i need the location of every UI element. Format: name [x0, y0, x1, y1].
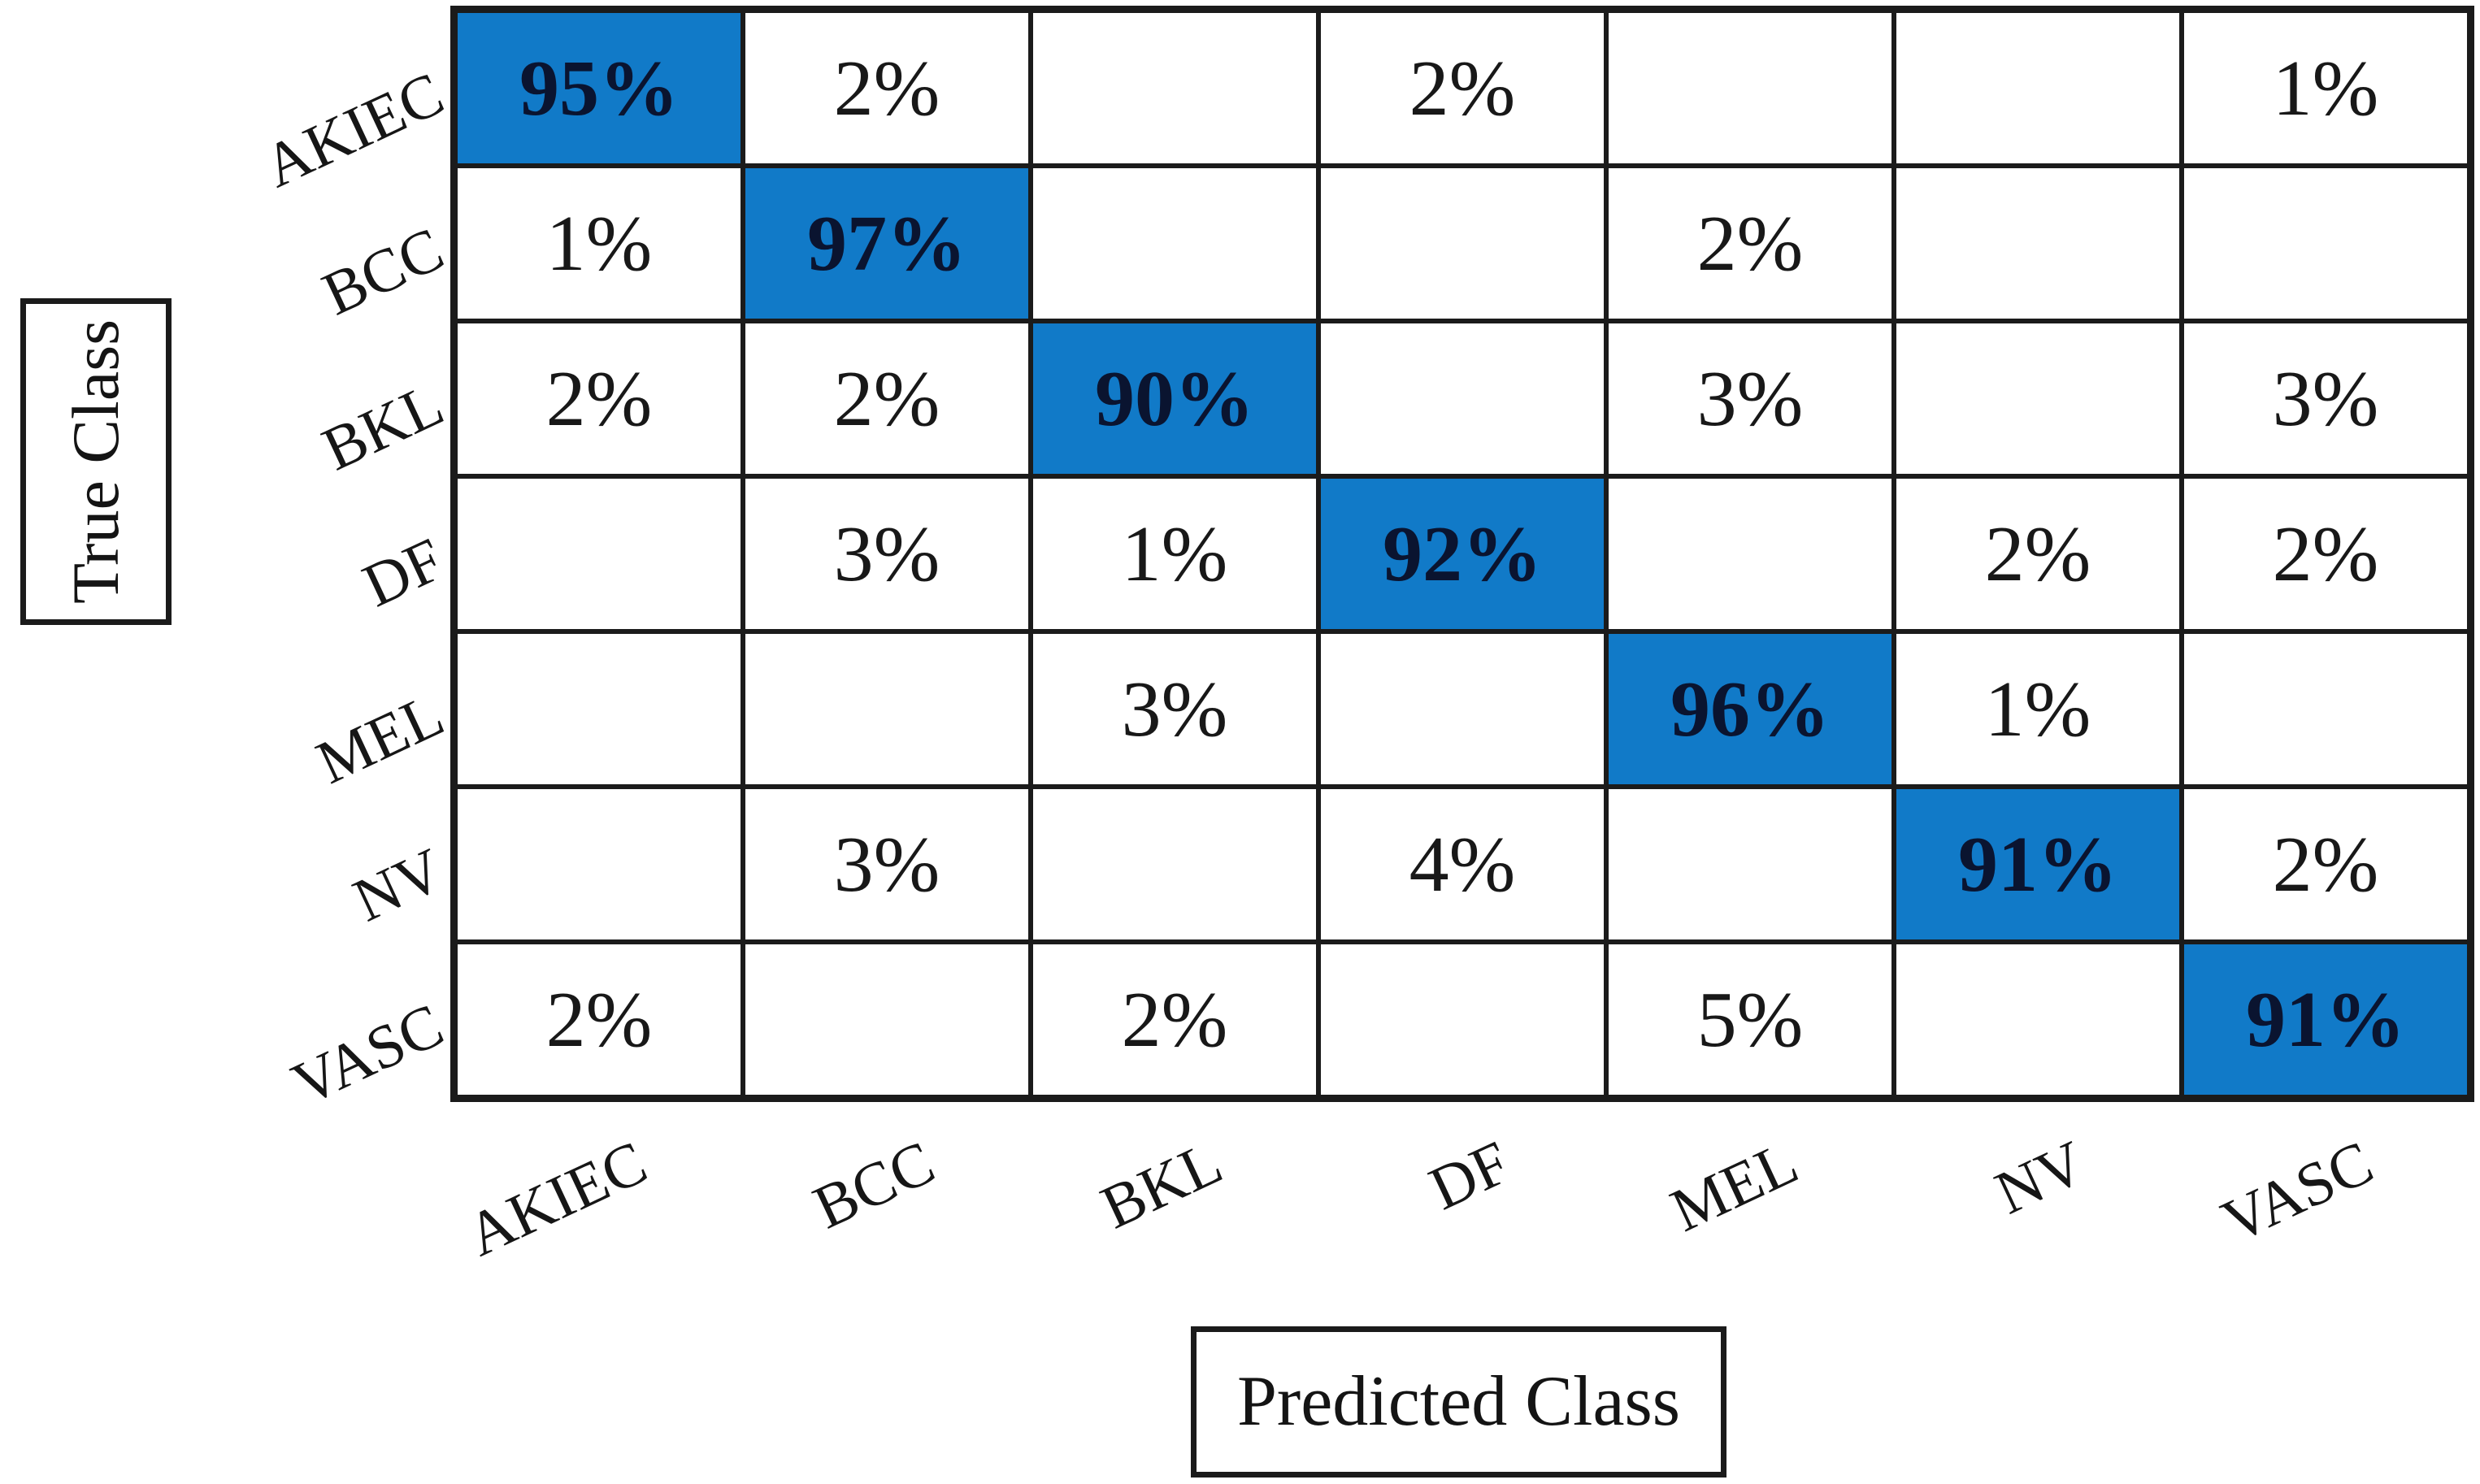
matrix-cell-vasc-bkl: 2% [1028, 939, 1321, 1101]
matrix-cell-mel-bkl: 3% [1028, 629, 1321, 789]
matrix-cell-nv-nv: 91% [1891, 784, 2184, 944]
row-label-nv: NV [343, 835, 454, 935]
matrix-row-nv: 3% 4% 91% 2% [451, 784, 2473, 944]
matrix-row-vasc: 2% 2% 5% 91% [451, 939, 2473, 1101]
col-label-df: DF [1419, 1127, 1520, 1224]
matrix-cell-bkl-bkl: 90% [1028, 319, 1321, 479]
row-label-bkl: BKL [312, 369, 454, 484]
confusion-matrix-grid: 95% 2% 2% 1% 1% 97% 2% 2% 2% 90% 3% 3% 3% 1% 92% 2% 2% 3%… [450, 6, 2474, 1102]
col-label-mel: MEL [1660, 1127, 1808, 1245]
matrix-cell-vasc-df [1316, 939, 1609, 1101]
matrix-cell-akiec-nv [1891, 7, 2184, 168]
matrix-row-mel: 3% 96% 1% [451, 629, 2473, 789]
row-label-akiec: AKIEC [253, 59, 454, 202]
matrix-cell-mel-vasc [2179, 629, 2473, 789]
matrix-cell-akiec-bcc: 2% [741, 7, 1033, 168]
row-label-bcc: BCC [312, 214, 454, 329]
matrix-cell-df-vasc: 2% [2179, 474, 2473, 634]
matrix-cell-bkl-nv [1891, 319, 2184, 479]
x-axis-title-box: Predicted Class [1191, 1326, 1726, 1477]
matrix-cell-vasc-nv [1891, 939, 2184, 1101]
matrix-cell-nv-bcc: 3% [741, 784, 1033, 944]
matrix-cell-nv-df: 4% [1316, 784, 1609, 944]
matrix-row-bkl: 2% 2% 90% 3% 3% [451, 319, 2473, 479]
matrix-cell-df-df: 92% [1316, 474, 1609, 634]
matrix-cell-bcc-mel: 2% [1604, 163, 1896, 323]
row-label-df: DF [353, 524, 454, 621]
matrix-row-akiec: 95% 2% 2% 1% [451, 7, 2473, 168]
row-label-vasc: VASC [282, 990, 454, 1119]
matrix-cell-df-bcc: 3% [741, 474, 1033, 634]
matrix-cell-bcc-akiec: 1% [451, 163, 745, 323]
col-label-vasc: VASC [2212, 1127, 2383, 1256]
matrix-cell-nv-vasc: 2% [2179, 784, 2473, 944]
matrix-cell-akiec-akiec: 95% [451, 7, 745, 168]
matrix-cell-df-bkl: 1% [1028, 474, 1321, 634]
matrix-cell-mel-df [1316, 629, 1609, 789]
matrix-cell-bkl-akiec: 2% [451, 319, 745, 479]
y-axis-title-box: True Class [20, 298, 172, 625]
matrix-cell-bcc-df [1316, 163, 1609, 323]
matrix-cell-akiec-mel [1604, 7, 1896, 168]
matrix-cell-vasc-bcc [741, 939, 1033, 1101]
matrix-cell-mel-mel: 96% [1604, 629, 1896, 789]
matrix-cell-nv-bkl [1028, 784, 1321, 944]
y-axis-title: True Class [59, 319, 133, 605]
matrix-row-bcc: 1% 97% 2% [451, 163, 2473, 323]
matrix-cell-bkl-mel: 3% [1604, 319, 1896, 479]
col-label-bkl: BKL [1091, 1127, 1232, 1243]
matrix-cell-mel-akiec [451, 629, 745, 789]
matrix-cell-bkl-df [1316, 319, 1609, 479]
matrix-cell-bcc-bcc: 97% [741, 163, 1033, 323]
matrix-cell-df-nv: 2% [1891, 474, 2184, 634]
matrix-cell-mel-bcc [741, 629, 1033, 789]
matrix-cell-akiec-df: 2% [1316, 7, 1609, 168]
col-label-akiec: AKIEC [456, 1127, 657, 1270]
matrix-cell-bkl-bcc: 2% [741, 319, 1033, 479]
matrix-cell-akiec-vasc: 1% [2179, 7, 2473, 168]
matrix-cell-vasc-akiec: 2% [451, 939, 745, 1101]
col-label-bcc: BCC [803, 1127, 945, 1243]
matrix-cell-vasc-mel: 5% [1604, 939, 1896, 1101]
matrix-cell-mel-nv: 1% [1891, 629, 2184, 789]
matrix-cell-bcc-bkl [1028, 163, 1321, 323]
matrix-cell-bkl-vasc: 3% [2179, 319, 2473, 479]
col-label-nv: NV [1985, 1127, 2096, 1228]
matrix-cell-akiec-bkl [1028, 7, 1321, 168]
matrix-cell-df-mel [1604, 474, 1896, 634]
matrix-cell-nv-akiec [451, 784, 745, 944]
x-axis-title: Predicted Class [1236, 1362, 1680, 1441]
matrix-row-df: 3% 1% 92% 2% 2% [451, 474, 2473, 634]
row-label-mel: MEL [306, 679, 454, 797]
matrix-cell-nv-mel [1604, 784, 1896, 944]
matrix-cell-bcc-vasc [2179, 163, 2473, 323]
matrix-cell-vasc-vasc: 91% [2179, 939, 2473, 1101]
matrix-cell-df-akiec [451, 474, 745, 634]
matrix-cell-bcc-nv [1891, 163, 2184, 323]
